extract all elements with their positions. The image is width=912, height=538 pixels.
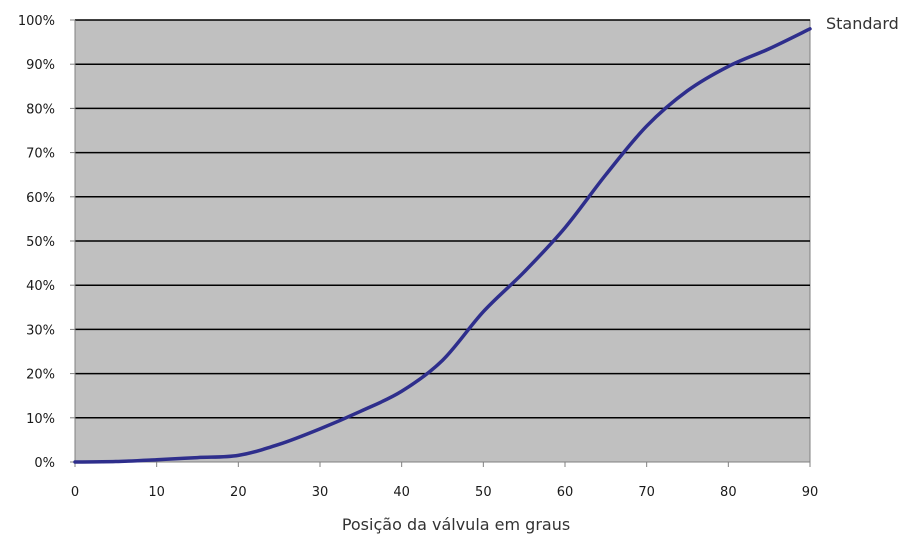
x-tick-label: 30 xyxy=(312,485,329,500)
x-tick-label: 60 xyxy=(557,485,574,500)
x-tick-label: 80 xyxy=(720,485,737,500)
x-tick-label: 10 xyxy=(148,485,165,500)
y-tick-label: 20% xyxy=(26,368,55,383)
x-tick-label: 20 xyxy=(230,485,247,500)
x-axis-ticks: 0 10 20 30 40 50 60 70 80 90 xyxy=(71,462,818,500)
y-tick-label: 100% xyxy=(18,14,55,29)
y-tick-label: 80% xyxy=(26,102,55,117)
y-tick-label: 40% xyxy=(26,279,55,294)
x-axis-title: Posição da válvula em graus xyxy=(342,515,570,534)
y-tick-label: 60% xyxy=(26,191,55,206)
x-tick-label: 90 xyxy=(802,485,819,500)
series-line-standard xyxy=(73,27,812,464)
x-tick-label: 70 xyxy=(638,485,655,500)
y-tick-label: 50% xyxy=(26,235,55,250)
series-label-standard: Standard xyxy=(826,14,899,33)
x-tick-label: 0 xyxy=(71,485,79,500)
y-tick-label: 30% xyxy=(26,323,55,338)
x-tick-label: 50 xyxy=(475,485,492,500)
x-tick-label: 40 xyxy=(393,485,410,500)
y-tick-label: 10% xyxy=(26,412,55,427)
y-tick-label: 0% xyxy=(34,456,55,471)
y-tick-label: 90% xyxy=(26,58,55,73)
y-tick-label: 70% xyxy=(26,147,55,162)
y-axis-ticks: 0% 10% 20% 30% 40% 50% 60% 70% 80% 90% 100% xyxy=(18,14,75,471)
gridlines xyxy=(75,19,810,419)
